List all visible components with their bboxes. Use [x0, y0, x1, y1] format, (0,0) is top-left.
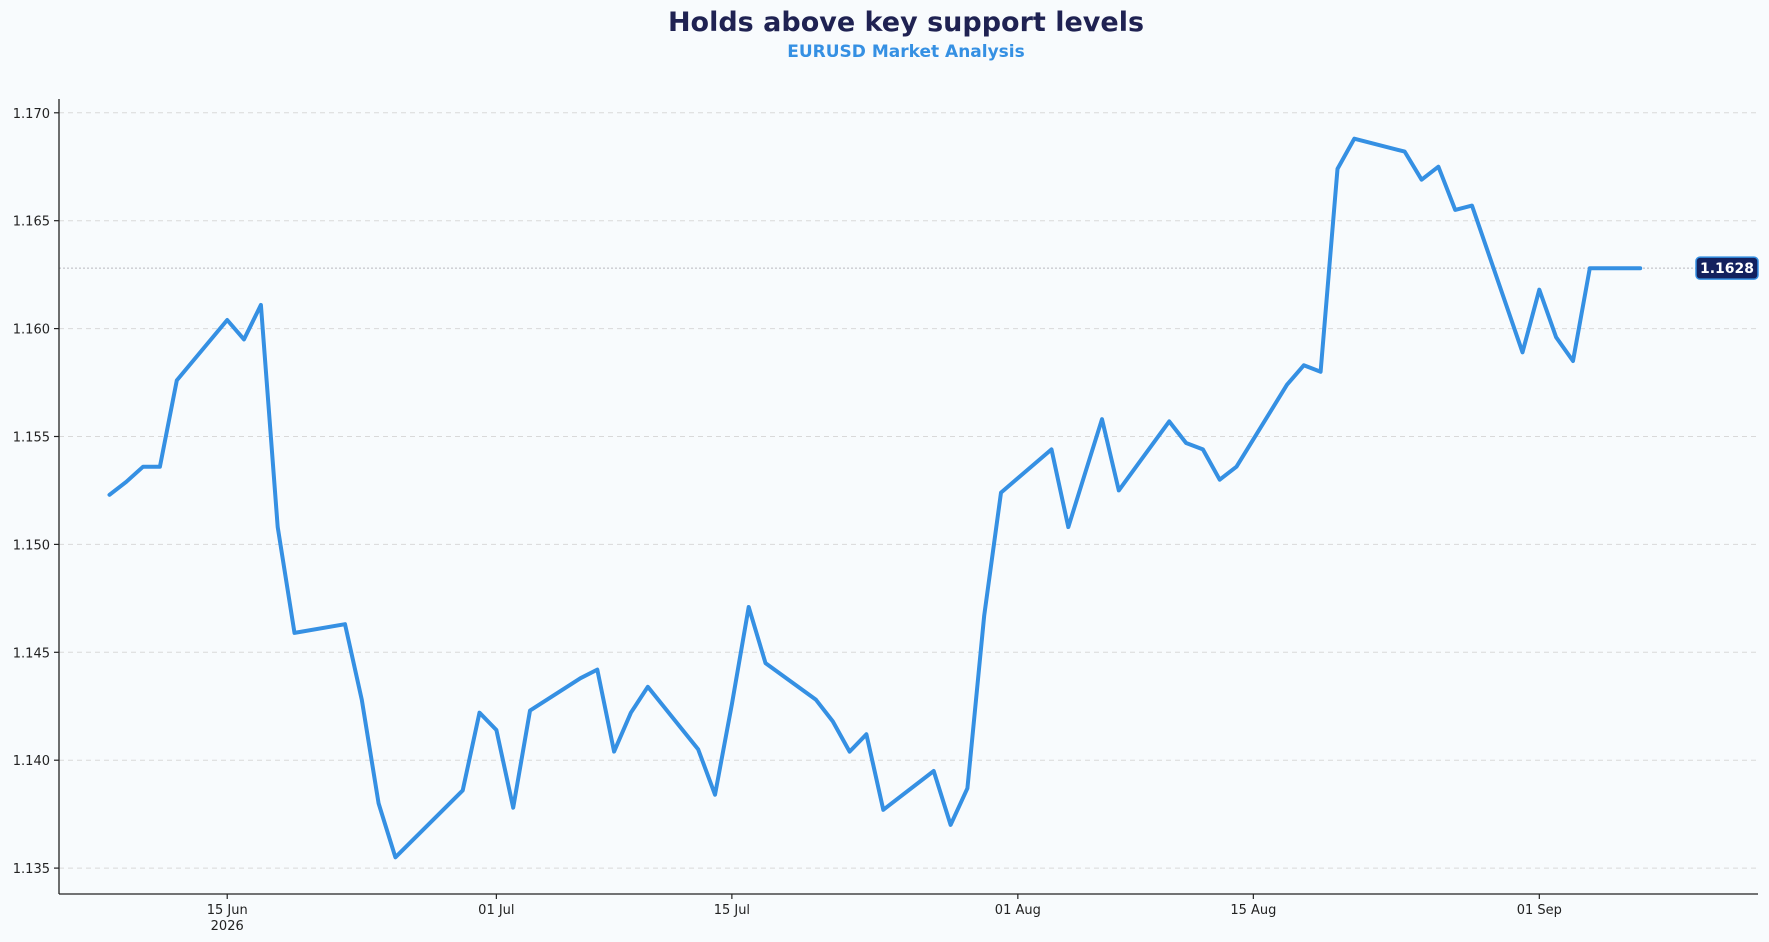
- last-value-badge-label: 1.1628: [1700, 261, 1754, 277]
- gridlines: [59, 112, 1758, 869]
- last-value-badge: 1.1628: [1695, 256, 1759, 280]
- y-tick-label: 1.135: [13, 862, 50, 877]
- series-line: [107, 136, 1643, 860]
- x-tick-label: 01 Jul: [478, 903, 514, 918]
- y-axis-ticks: 1.135 1.140 1.145 1.150 1.155 1.160 1.165 1.170: [13, 107, 59, 877]
- y-tick-label: 1.170: [13, 107, 50, 122]
- series-layer: [107, 136, 1643, 860]
- y-tick-label: 1.165: [13, 215, 50, 230]
- y-tick-label: 1.160: [13, 323, 50, 338]
- axes: [58, 99, 1758, 895]
- chart-title: Holds above key support levels: [668, 7, 1144, 38]
- y-tick-label: 1.155: [13, 430, 50, 445]
- x-tick-label: 01 Sep: [1517, 903, 1562, 918]
- y-tick-label: 1.140: [13, 754, 50, 769]
- y-tick-label: 1.150: [13, 538, 50, 553]
- x-tick-label: 15 Aug: [1230, 903, 1276, 918]
- x-tick-label: 15 Jul: [714, 903, 750, 918]
- x-tick-sublabel: 2026: [211, 919, 244, 934]
- x-tick-label: 15 Jun: [207, 903, 248, 918]
- chart-subtitle: EURUSD Market Analysis: [787, 42, 1025, 62]
- x-tick-label: 01 Aug: [995, 903, 1041, 918]
- last-value-badge-background: [1695, 256, 1759, 280]
- y-tick-label: 1.145: [13, 646, 50, 661]
